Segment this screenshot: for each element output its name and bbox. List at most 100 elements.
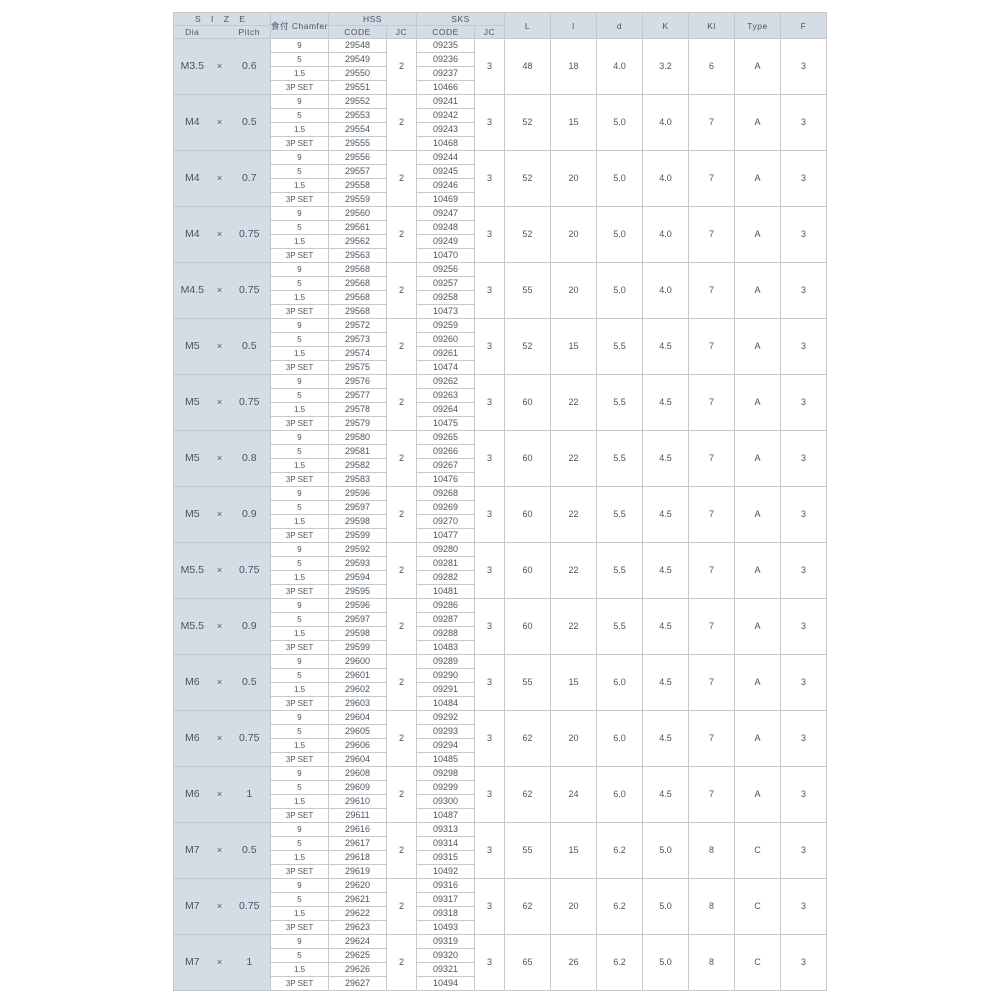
cell-d: 5.5 (597, 431, 643, 487)
cell-sks-code: 09259 (417, 319, 475, 333)
cell-sks-code: 09313 (417, 823, 475, 837)
cell-Kl: 7 (689, 151, 735, 207)
cell-chamfer: 3P SET (271, 81, 329, 95)
cell-sks-code: 09249 (417, 235, 475, 249)
cell-hss-code: 29604 (329, 711, 387, 725)
cell-sks-code: 10484 (417, 697, 475, 711)
cell-hss-code: 29556 (329, 151, 387, 165)
cell-hss-code: 29621 (329, 893, 387, 907)
cell-hss-code: 29549 (329, 53, 387, 67)
table-row: M5×0.75929576209262360225.54.57A3 (174, 375, 827, 389)
cell-chamfer: 1.5 (271, 459, 329, 473)
cell-L: 65 (505, 935, 551, 991)
cell-chamfer: 3P SET (271, 921, 329, 935)
cell-sks-code: 09290 (417, 669, 475, 683)
cell-dia: M6 (174, 767, 211, 823)
cell-pitch: 0.75 (229, 711, 271, 767)
cell-chamfer: 9 (271, 823, 329, 837)
cell-l: 20 (551, 151, 597, 207)
cell-chamfer: 3P SET (271, 641, 329, 655)
hdr-dia: Dia (174, 26, 211, 39)
cell-sks-code: 10469 (417, 193, 475, 207)
cell-sks-code: 09316 (417, 879, 475, 893)
hdr-chamfer: 食付 Chamfer (271, 13, 329, 39)
cell-chamfer: 9 (271, 151, 329, 165)
hdr-blank (211, 26, 229, 39)
hdr-K: K (643, 13, 689, 39)
cell-d: 6.0 (597, 711, 643, 767)
cell-chamfer: 1.5 (271, 123, 329, 137)
cell-L: 55 (505, 823, 551, 879)
cell-chamfer: 9 (271, 207, 329, 221)
cell-pitch: 0.5 (229, 823, 271, 879)
cell-hss-code: 29595 (329, 585, 387, 599)
cell-Type: C (735, 879, 781, 935)
cell-chamfer: 5 (271, 109, 329, 123)
cell-pitch: 0.75 (229, 263, 271, 319)
cell-sks-code: 09237 (417, 67, 475, 81)
cell-sks-code: 10468 (417, 137, 475, 151)
cell-times: × (211, 375, 229, 431)
cell-sks-code: 09292 (417, 711, 475, 725)
cell-chamfer: 1.5 (271, 515, 329, 529)
cell-chamfer: 1.5 (271, 291, 329, 305)
cell-hss-code: 29548 (329, 39, 387, 53)
cell-pitch: 1 (229, 767, 271, 823)
cell-times: × (211, 263, 229, 319)
cell-sks-code: 09256 (417, 263, 475, 277)
cell-sks-code: 09246 (417, 179, 475, 193)
cell-l: 15 (551, 655, 597, 711)
cell-hss-code: 29622 (329, 907, 387, 921)
cell-sks-code: 10474 (417, 361, 475, 375)
hdr-Kl: Kl (689, 13, 735, 39)
cell-chamfer: 5 (271, 389, 329, 403)
cell-chamfer: 9 (271, 319, 329, 333)
cell-d: 4.0 (597, 39, 643, 95)
cell-chamfer: 1.5 (271, 347, 329, 361)
cell-hss-code: 29606 (329, 739, 387, 753)
cell-L: 48 (505, 39, 551, 95)
cell-L: 62 (505, 711, 551, 767)
cell-dia: M3.5 (174, 39, 211, 95)
cell-hss-code: 29592 (329, 543, 387, 557)
cell-dia: M5.5 (174, 543, 211, 599)
cell-hss-code: 29596 (329, 487, 387, 501)
cell-hss-jc: 2 (387, 207, 417, 263)
cell-sks-jc: 3 (475, 207, 505, 263)
cell-L: 60 (505, 599, 551, 655)
hdr-F: F (781, 13, 827, 39)
cell-Type: A (735, 207, 781, 263)
cell-l: 22 (551, 599, 597, 655)
cell-hss-code: 29572 (329, 319, 387, 333)
cell-chamfer: 3P SET (271, 361, 329, 375)
cell-F: 3 (781, 95, 827, 151)
cell-L: 55 (505, 655, 551, 711)
cell-pitch: 0.75 (229, 879, 271, 935)
cell-hss-code: 29594 (329, 571, 387, 585)
cell-sks-code: 10493 (417, 921, 475, 935)
cell-sks-code: 09294 (417, 739, 475, 753)
table-row: M6×1929608209298362246.04.57A3 (174, 767, 827, 781)
cell-chamfer: 5 (271, 277, 329, 291)
cell-Kl: 7 (689, 375, 735, 431)
cell-chamfer: 1.5 (271, 795, 329, 809)
cell-F: 3 (781, 151, 827, 207)
table-row: M4×0.7929556209244352205.04.07A3 (174, 151, 827, 165)
cell-F: 3 (781, 711, 827, 767)
cell-hss-code: 29605 (329, 725, 387, 739)
table-row: M5×0.5929572209259352155.54.57A3 (174, 319, 827, 333)
cell-K: 4.5 (643, 319, 689, 375)
cell-F: 3 (781, 543, 827, 599)
cell-chamfer: 9 (271, 767, 329, 781)
cell-dia: M5 (174, 319, 211, 375)
cell-hss-code: 29568 (329, 305, 387, 319)
cell-sks-jc: 3 (475, 543, 505, 599)
table-row: M7×1929624209319365266.25.08C3 (174, 935, 827, 949)
table-row: M6×0.5929600209289355156.04.57A3 (174, 655, 827, 669)
cell-chamfer: 9 (271, 935, 329, 949)
cell-hss-code: 29598 (329, 515, 387, 529)
cell-sks-code: 09243 (417, 123, 475, 137)
cell-chamfer: 9 (271, 95, 329, 109)
cell-chamfer: 3P SET (271, 697, 329, 711)
cell-Type: A (735, 431, 781, 487)
